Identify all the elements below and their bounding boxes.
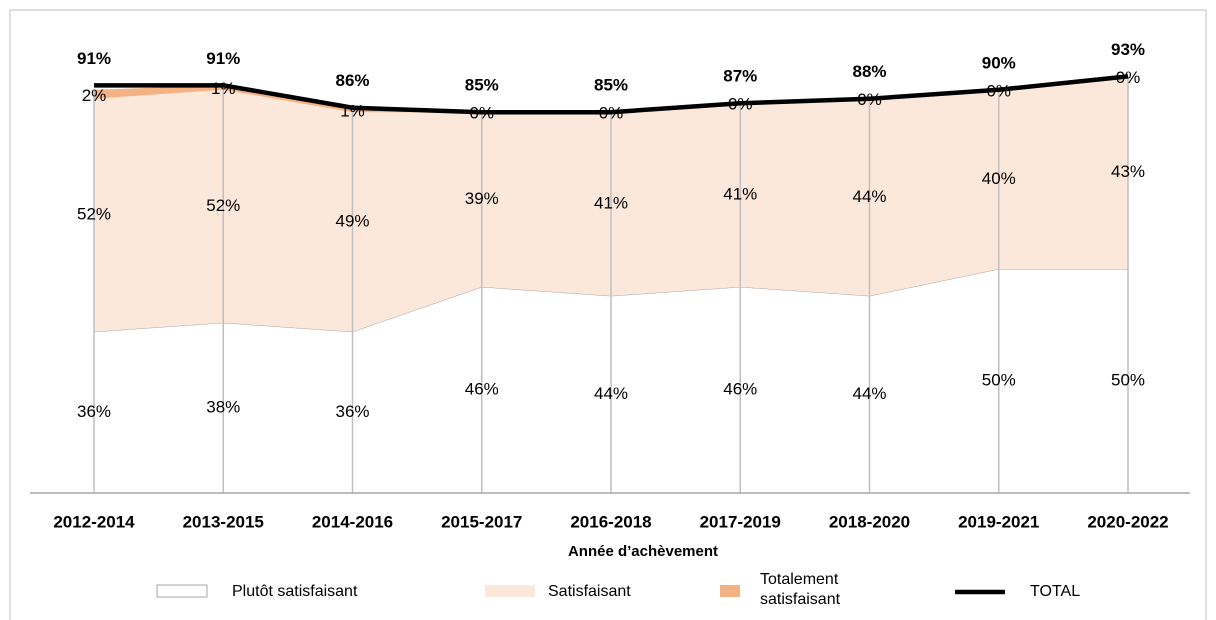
x-tick-label: 2012-2014 [53, 512, 135, 531]
x-tick-label: 2018-2020 [829, 512, 910, 531]
legend-swatch [156, 584, 208, 598]
x-axis-title: Année d’achèvement [568, 543, 718, 560]
data-label: 43% [1111, 162, 1145, 181]
data-label: 52% [77, 205, 111, 224]
x-tick-label: 2014-2016 [312, 512, 393, 531]
data-label: 50% [982, 370, 1016, 389]
x-tick-label: 2019-2021 [958, 512, 1039, 531]
data-label: 36% [335, 402, 369, 421]
data-label: 40% [982, 169, 1016, 188]
total-label: 88% [852, 62, 886, 81]
total-label: 91% [77, 49, 111, 68]
legend-label: TOTAL [1030, 583, 1081, 600]
frame [9, 9, 1207, 620]
total-line [94, 74, 1129, 115]
x-tick-label: 2016-2018 [570, 512, 651, 531]
legend-swatch [485, 585, 535, 597]
total-label: 85% [594, 76, 628, 95]
data-label: 52% [206, 196, 240, 215]
legend-label: Plutôt satisfaisant [232, 583, 358, 600]
data-label: 49% [335, 211, 369, 230]
data-label: 36% [77, 402, 111, 421]
total-label: 93% [1111, 40, 1145, 59]
data-label: 38% [206, 397, 240, 416]
x-tick-label: 2017-2019 [700, 512, 781, 531]
data-label: 41% [594, 194, 628, 213]
legend-swatch [720, 585, 740, 597]
data-label: 2% [82, 86, 107, 105]
data-label: 41% [723, 185, 757, 204]
total-label: 91% [206, 49, 240, 68]
data-label: 44% [594, 384, 628, 403]
data-label: 44% [852, 187, 886, 206]
data-label: 46% [723, 379, 757, 398]
x-tick-label: 2015-2017 [441, 512, 522, 531]
total-label: 90% [982, 53, 1016, 72]
data-label: 50% [1111, 370, 1145, 389]
x-tick-label: 2020-2022 [1087, 512, 1168, 531]
data-label: 39% [465, 189, 499, 208]
total-label: 85% [465, 76, 499, 95]
legend-label: Satisfaisant [548, 583, 631, 600]
total-label: 87% [723, 67, 757, 86]
total-label: 86% [335, 71, 369, 90]
x-tick-label: 2013-2015 [183, 512, 264, 531]
data-label: 44% [852, 384, 886, 403]
data-label: 46% [465, 379, 499, 398]
legend-label: Totalement satisfaisant [760, 571, 841, 608]
